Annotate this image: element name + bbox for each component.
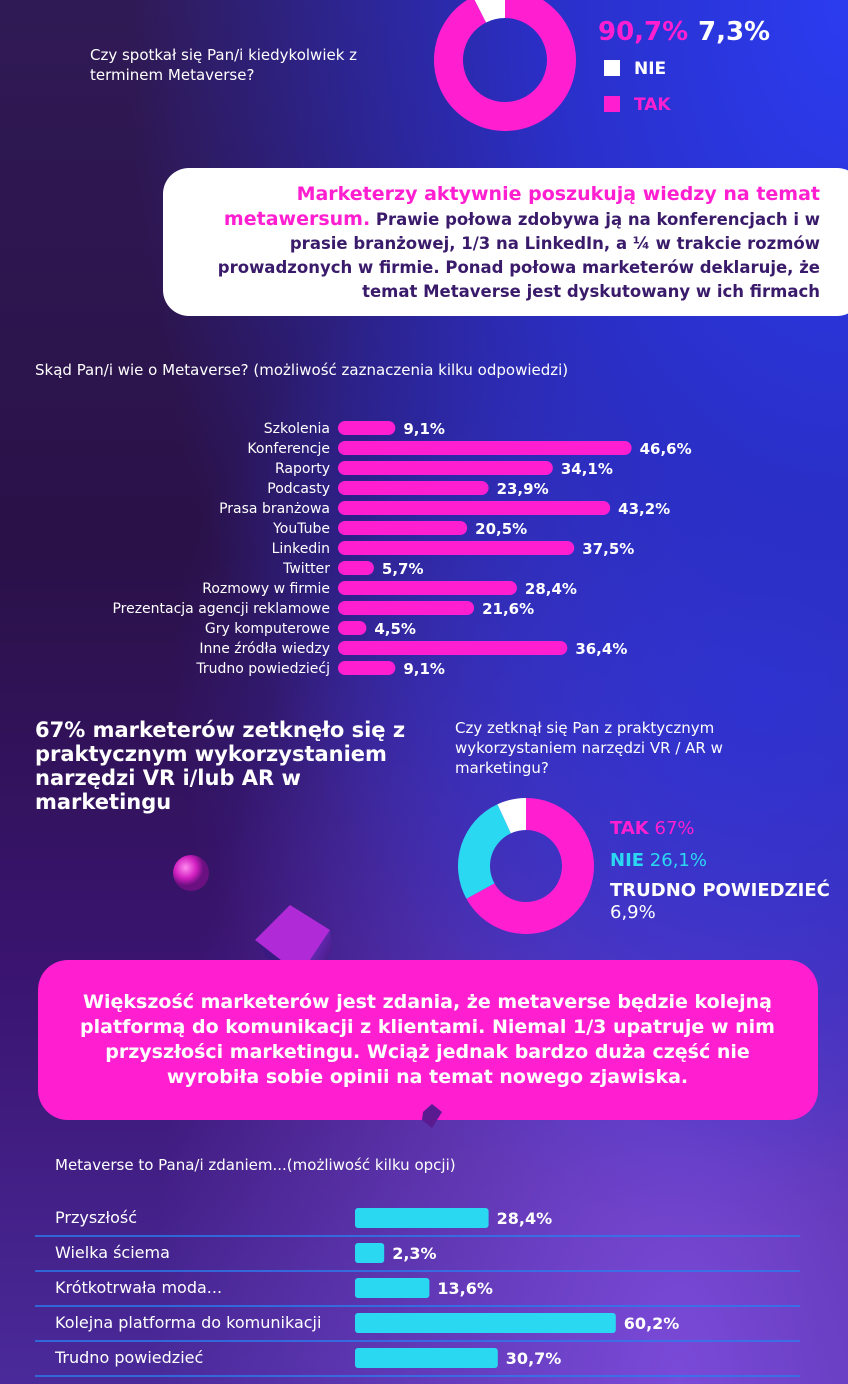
value-label: 90,7% [598,17,688,47]
value-label: 36,4% [575,640,627,658]
bar [355,1278,430,1298]
bar [338,601,475,615]
callout-box [38,960,818,1120]
value-label: 13,6% [437,1279,493,1298]
bar [338,461,553,475]
callout: Większość marketerów jest zdania, że met… [80,991,775,1088]
legend-swatch [604,96,620,112]
bar [355,1243,385,1263]
category-label: Krótkotrwała moda... [55,1278,222,1297]
value-label: 28,4% [497,1209,553,1228]
legend-entry: TRUDNO POWIEDZIEĆ 6,9% [610,880,830,924]
bar [338,541,575,555]
category-label: Linkedin [272,541,330,557]
bar [355,1208,489,1228]
decor-cube [422,1104,442,1128]
donut-slice [497,798,526,834]
donut-slice [474,0,505,23]
legend-label: NIE [634,59,666,79]
callout: Marketerzy aktywnie poszukują wiedzy na … [212,182,820,304]
category-label: Kolejna platforma do komunikacji [55,1313,321,1332]
value-label: 2,3% [392,1244,436,1263]
legend-label: TRUDNO POWIEDZIEĆ [610,880,830,901]
category-label: Trudno powiedzieć [54,1348,203,1367]
category-label: Przyszłość [55,1208,137,1227]
category-label: Prezentacja agencji reklamowe [112,601,330,617]
bar [338,561,374,575]
bar [338,481,489,495]
bar [355,1348,498,1368]
value-label: 37,5% [582,540,634,558]
value-label: 6,9% [610,902,656,923]
category-label: Inne źródła wiedzy [199,641,330,657]
category-label: Raporty [275,461,330,477]
category-label: Wielka ściema [55,1243,170,1262]
category-label: Gry komputerowe [205,621,330,637]
legend-entry: TAK 67% [610,818,830,840]
legend-label: TAK [634,95,671,115]
value-label: 34,1% [561,460,613,478]
donut-slice [458,804,511,899]
value-label: 60,2% [624,1314,680,1333]
value-label: 9,1% [403,660,445,678]
category-label: Trudno powiedziećj [195,661,330,677]
value-label: 28,4% [525,580,577,598]
category-label: Szkolenia [264,421,330,437]
value-label: 23,9% [497,480,549,498]
bar [338,441,632,455]
headline: 67% marketerów zetknęło się z praktyczny… [35,718,406,814]
bar [338,621,367,635]
chart-title: Skąd Pan/i wie o Metaverse? (możliwość z… [35,361,569,379]
value-label: 67% [654,818,695,839]
legend-swatch [604,60,620,76]
legend-label: TAK [610,818,649,839]
category-label: YouTube [272,521,330,537]
category-label: Rozmowy w firmie [202,581,330,597]
legend-label: NIE [610,850,645,871]
value-label: 43,2% [618,500,670,518]
value-label: 46,6% [640,440,692,458]
donut-slice [466,798,594,934]
bar [355,1313,616,1333]
question: Czy zetknął się Pan z praktycznym wykorz… [455,719,723,777]
bar [338,421,396,435]
category-label: Prasa branżowa [219,501,330,517]
category-label: Podcasty [267,481,330,497]
decor-sphere [173,855,209,891]
value-label: 4,5% [374,620,416,638]
question: Czy spotkał się Pan/i kiedykolwiek z ter… [90,46,358,84]
value-label: 5,7% [382,560,424,578]
callout-box [163,168,848,316]
bar [338,641,568,655]
chart-title: Metaverse to Pana/i zdaniem...(możliwość… [55,1156,456,1174]
legend-entry: NIE 26,1% [610,850,830,872]
bar [338,661,396,675]
callout-text: Prawie połowa zdobywa ją na konferencjac… [217,210,820,301]
category-label: Twitter [282,561,330,577]
bar [338,581,517,595]
value-label: 26,1% [649,850,707,871]
callout-highlight: Marketerzy aktywnie poszukują wiedzy na … [223,183,820,230]
value-label: 20,5% [475,520,527,538]
value-label: 9,1% [403,420,445,438]
value-label: 30,7% [506,1349,562,1368]
bar [338,521,468,535]
bar [338,501,611,515]
category-label: Konferencje [247,441,330,457]
value-label: 21,6% [482,600,534,618]
donut-slice [434,0,576,131]
value-label: 7,3% [698,17,770,47]
